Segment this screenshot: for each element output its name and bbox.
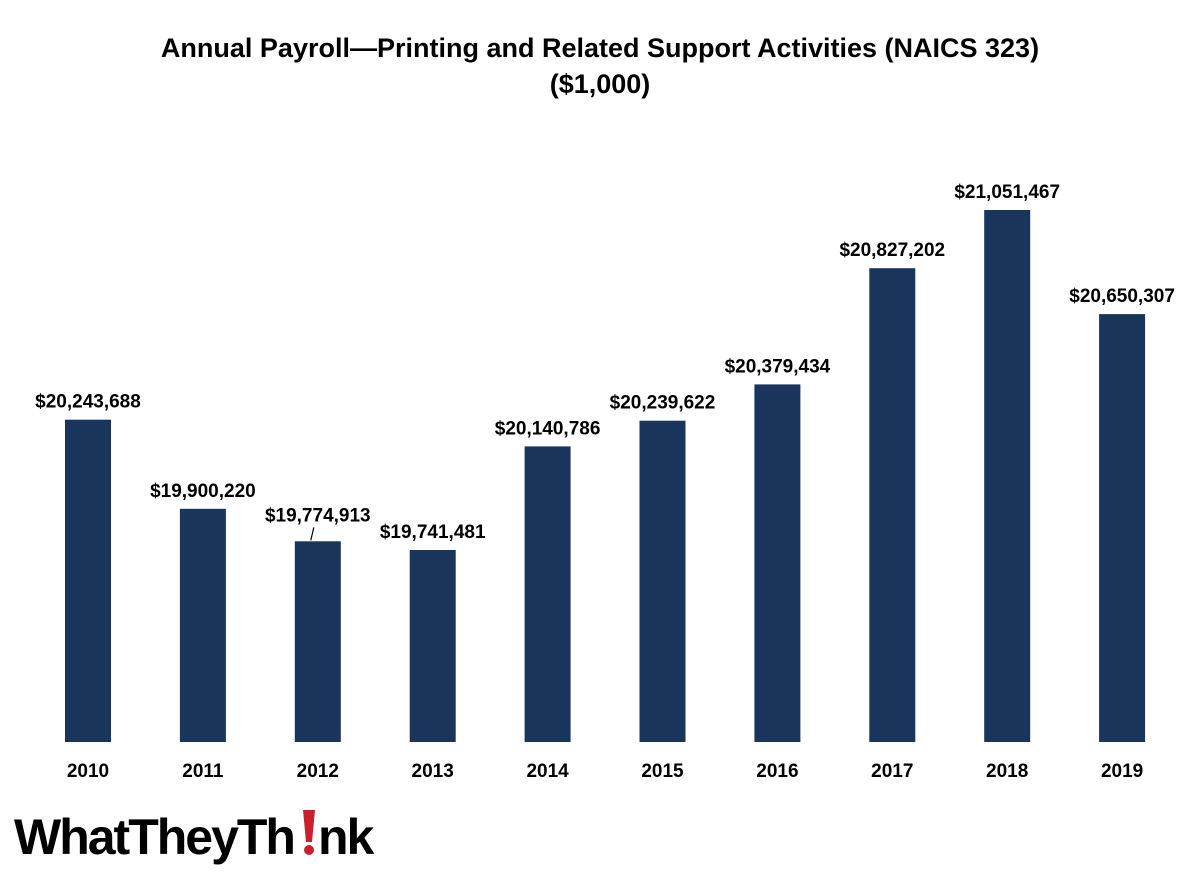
whattheythink-logo: WhatTheyTh nk [14,809,374,865]
data-label-2016: $20,379,434 [725,356,831,377]
x-tick-label-2010: 2010 [67,761,109,782]
data-label-2013: $19,741,481 [380,522,486,543]
data-label-2018: $21,051,467 [954,182,1060,203]
data-label-2019: $20,650,307 [1069,286,1175,307]
data-label-2010: $20,243,688 [35,392,141,413]
bar-2018 [984,210,1031,742]
chart-title-line-1: Annual Payroll—Printing and Related Supp… [160,33,1040,63]
bar-2016 [754,384,801,742]
bar-2019 [1099,314,1146,742]
leader-line-2012 [310,527,315,541]
svg-text:nk: nk [318,809,374,865]
x-tick-label-2019: 2019 [1101,761,1143,782]
bar-2013 [409,550,456,742]
x-tick-label-2015: 2015 [641,761,684,782]
chart-title-line-2: ($1,000) [549,69,651,99]
bar-chart: $20,243,688 2010 $19,900,220 2011 $19,774,91… [35,182,1175,782]
x-tick-label-2011: 2011 [182,761,224,782]
bar-2015 [639,420,686,742]
chart-title: Annual Payroll—Printing and Related Supp… [0,30,1200,102]
bar-2010 [65,419,111,742]
bar-2017 [869,268,916,742]
data-label-2017: $20,827,202 [839,240,945,261]
data-label-2015: $20,239,622 [610,393,716,414]
x-tick-label-2013: 2013 [412,761,454,782]
data-label-2012: $19,774,913 [265,505,371,526]
x-tick-label-2014: 2014 [526,761,569,782]
data-label-2011: $19,900,220 [150,481,256,502]
bar-2011 [179,508,226,742]
x-tick-label-2016: 2016 [756,761,798,782]
exclamation-icon [303,810,315,855]
x-tick-label-2018: 2018 [986,761,1028,782]
data-label-2014: $20,140,786 [495,418,601,439]
svg-text:WhatTheyTh: WhatTheyTh [14,809,294,865]
x-tick-label-2012: 2012 [297,761,339,782]
bar-2012 [294,541,341,742]
bar-2014 [524,446,571,742]
x-tick-label-2017: 2017 [871,761,913,782]
